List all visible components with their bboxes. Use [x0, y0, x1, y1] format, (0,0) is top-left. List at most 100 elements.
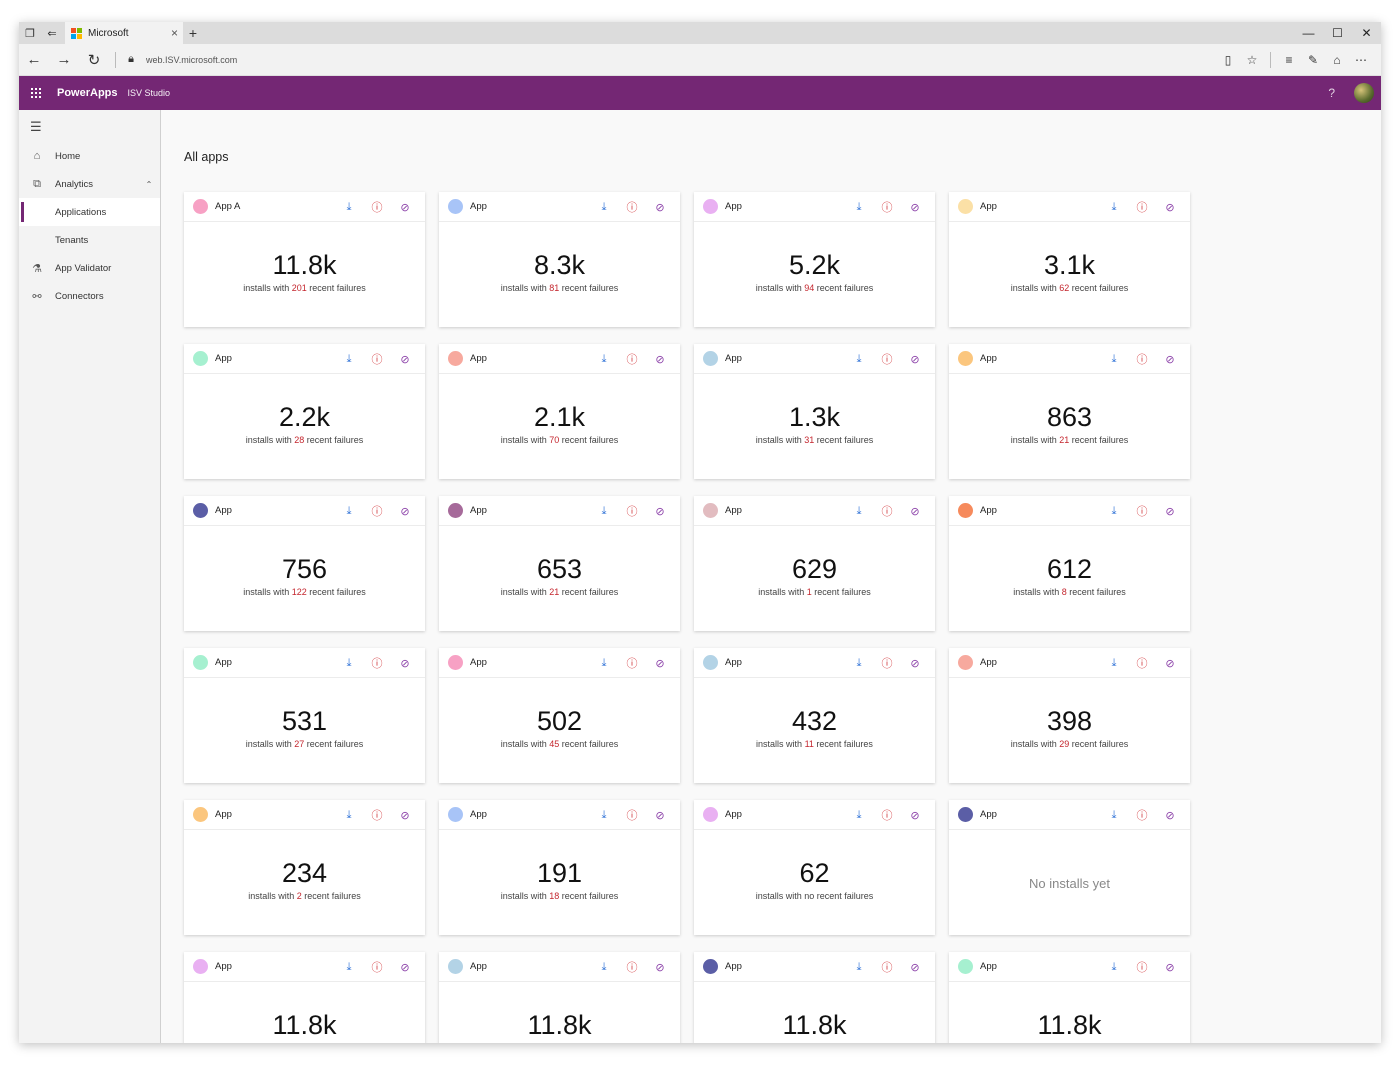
error-icon[interactable]: ⓘ: [1136, 202, 1148, 214]
sidebar-item-tenants[interactable]: Tenants: [19, 226, 160, 254]
failure-count[interactable]: 2: [296, 891, 302, 901]
close-window-icon[interactable]: ✕: [1361, 26, 1372, 40]
certificate-icon[interactable]: ⊘: [910, 809, 920, 822]
error-icon[interactable]: ⓘ: [881, 202, 893, 214]
download-icon[interactable]: ⤓: [1111, 504, 1117, 517]
app-name[interactable]: App: [725, 353, 742, 364]
app-card[interactable]: App ⤓ ⓘ ⊘ 234 installs with 2 recent fail…: [184, 800, 425, 935]
app-name[interactable]: App: [215, 657, 232, 668]
error-icon[interactable]: ⓘ: [371, 962, 383, 974]
certificate-icon[interactable]: ⊘: [910, 657, 920, 670]
app-name[interactable]: App: [980, 961, 997, 972]
back-icon[interactable]: ←: [26, 51, 42, 68]
error-icon[interactable]: ⓘ: [881, 962, 893, 974]
failure-count[interactable]: 18: [549, 891, 560, 901]
failure-count[interactable]: 28: [294, 435, 305, 445]
app-card[interactable]: App ⤓ ⓘ ⊘ 398 installs with 29 recent fai…: [949, 648, 1190, 783]
error-icon[interactable]: ⓘ: [626, 354, 638, 366]
download-icon[interactable]: ⤓: [856, 504, 862, 517]
failure-count[interactable]: 29: [1059, 739, 1070, 749]
download-icon[interactable]: ⤓: [346, 960, 352, 973]
app-card[interactable]: App ⤓ ⓘ ⊘ 863 installs with 21 recent fai…: [949, 344, 1190, 479]
certificate-icon[interactable]: ⊘: [1165, 201, 1175, 214]
failure-count[interactable]: 62: [1059, 283, 1070, 293]
error-icon[interactable]: ⓘ: [626, 962, 638, 974]
certificate-icon[interactable]: ⊘: [400, 809, 410, 822]
app-card[interactable]: App ⤓ ⓘ ⊘ 629 installs with 1 recent fail…: [694, 496, 935, 631]
app-card[interactable]: App ⤓ ⓘ ⊘ 502 installs with 45 recent fai…: [439, 648, 680, 783]
app-name[interactable]: App: [215, 505, 232, 516]
error-icon[interactable]: ⓘ: [881, 354, 893, 366]
error-icon[interactable]: ⓘ: [371, 202, 383, 214]
error-icon[interactable]: ⓘ: [371, 810, 383, 822]
certificate-icon[interactable]: ⊘: [655, 657, 665, 670]
error-icon[interactable]: ⓘ: [626, 202, 638, 214]
certificate-icon[interactable]: ⊘: [1165, 657, 1175, 670]
app-card[interactable]: App ⤓ ⓘ ⊘ 531 installs with 27 recent fai…: [184, 648, 425, 783]
error-icon[interactable]: ⓘ: [626, 810, 638, 822]
error-icon[interactable]: ⓘ: [1136, 962, 1148, 974]
app-card[interactable]: App ⤓ ⓘ ⊘ 11.8k: [184, 952, 425, 1043]
app-name[interactable]: App: [215, 809, 232, 820]
app-card[interactable]: App ⤓ ⓘ ⊘ 612 installs with 8 recent fail…: [949, 496, 1190, 631]
download-icon[interactable]: ⤓: [856, 656, 862, 669]
error-icon[interactable]: ⓘ: [371, 506, 383, 518]
failure-count[interactable]: 8: [1061, 587, 1067, 597]
error-icon[interactable]: ⓘ: [626, 506, 638, 518]
app-name[interactable]: App: [725, 657, 742, 668]
app-name[interactable]: App: [470, 809, 487, 820]
failure-count[interactable]: 21: [549, 587, 560, 597]
failure-count[interactable]: 11: [804, 739, 814, 749]
certificate-icon[interactable]: ⊘: [400, 657, 410, 670]
app-card[interactable]: App ⤓ ⓘ ⊘ 11.8k: [949, 952, 1190, 1043]
share-icon[interactable]: ⌂: [1333, 53, 1341, 67]
download-icon[interactable]: ⤓: [1111, 960, 1117, 973]
app-launcher-icon[interactable]: [19, 88, 53, 98]
download-icon[interactable]: ⤓: [346, 808, 352, 821]
sidebar-item-connectors[interactable]: ⚯ Connectors: [19, 282, 160, 310]
download-icon[interactable]: ⤓: [346, 656, 352, 669]
reading-view-icon[interactable]: ▯: [1224, 53, 1232, 67]
certificate-icon[interactable]: ⊘: [910, 961, 920, 974]
certificate-icon[interactable]: ⊘: [1165, 961, 1175, 974]
download-icon[interactable]: ⤓: [601, 960, 607, 973]
sidebar-item-app-validator[interactable]: ⚗ App Validator: [19, 254, 160, 282]
certificate-icon[interactable]: ⊘: [655, 961, 665, 974]
app-card[interactable]: App ⤓ ⓘ ⊘ 756 installs with 122 recent fa…: [184, 496, 425, 631]
avatar[interactable]: [1354, 83, 1374, 103]
download-icon[interactable]: ⤓: [601, 200, 607, 213]
tab-close-icon[interactable]: ×: [170, 26, 178, 40]
certificate-icon[interactable]: ⊘: [655, 353, 665, 366]
download-icon[interactable]: ⤓: [601, 656, 607, 669]
app-card[interactable]: App ⤓ ⓘ ⊘ 5.2k installs with 94 recent fa…: [694, 192, 935, 327]
failure-count[interactable]: 1: [806, 587, 812, 597]
browser-tab[interactable]: Microsoft ×: [65, 22, 183, 44]
app-card[interactable]: App ⤓ ⓘ ⊘ 3.1k installs with 62 recent fa…: [949, 192, 1190, 327]
app-card[interactable]: App A ⤓ ⓘ ⊘ 11.8k installs with 201 recen…: [184, 192, 425, 327]
certificate-icon[interactable]: ⊘: [400, 353, 410, 366]
hamburger-menu-icon[interactable]: ☰: [30, 119, 42, 134]
tab-preview-icon[interactable]: ⇐: [47, 27, 57, 40]
app-card[interactable]: App ⤓ ⓘ ⊘ 62 installs with no recent fail…: [694, 800, 935, 935]
app-card[interactable]: App ⤓ ⓘ ⊘ 8.3k installs with 81 recent fa…: [439, 192, 680, 327]
forward-icon[interactable]: →: [56, 51, 72, 68]
download-icon[interactable]: ⤓: [1111, 200, 1117, 213]
error-icon[interactable]: ⓘ: [881, 810, 893, 822]
certificate-icon[interactable]: ⊘: [400, 505, 410, 518]
app-name[interactable]: App: [980, 809, 997, 820]
failure-count[interactable]: 201: [291, 283, 307, 293]
download-icon[interactable]: ⤓: [601, 352, 607, 365]
help-icon[interactable]: ?: [1328, 86, 1335, 100]
certificate-icon[interactable]: ⊘: [655, 201, 665, 214]
refresh-icon[interactable]: ↻: [87, 51, 101, 69]
certificate-icon[interactable]: ⊘: [1165, 505, 1175, 518]
failure-count[interactable]: 45: [549, 739, 560, 749]
download-icon[interactable]: ⤓: [1111, 352, 1117, 365]
app-name[interactable]: App: [470, 201, 487, 212]
web-note-icon[interactable]: ✎: [1307, 53, 1319, 67]
url-field[interactable]: web.ISV.microsoft.com: [146, 54, 238, 65]
sidebar-item-applications[interactable]: Applications: [19, 198, 160, 226]
certificate-icon[interactable]: ⊘: [1165, 809, 1175, 822]
failure-count[interactable]: 122: [291, 587, 307, 597]
download-icon[interactable]: ⤓: [856, 352, 862, 365]
